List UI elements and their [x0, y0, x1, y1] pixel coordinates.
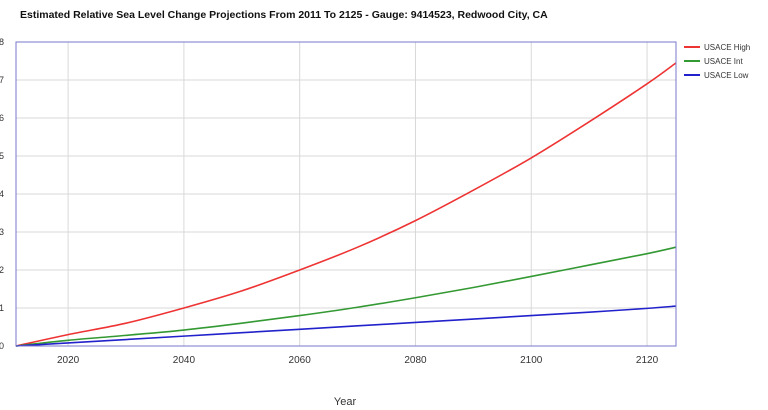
series-line-usace-int — [15, 246, 677, 347]
x-tick-label: 2080 — [404, 355, 427, 366]
y-tick-label: 5 — [0, 151, 4, 161]
plot-border — [15, 41, 677, 347]
chart-title: Estimated Relative Sea Level Change Proj… — [20, 9, 548, 21]
legend-label-usace-int: USACE Int — [704, 57, 743, 66]
legend-label-usace-high: USACE High — [704, 43, 750, 52]
y-tick-label: 1 — [0, 303, 4, 313]
x-tick-label: 2120 — [636, 355, 659, 366]
x-tick-label: 2020 — [57, 355, 80, 366]
series-line-usace-low — [15, 305, 677, 347]
y-tick-label: 0 — [0, 341, 4, 351]
y-tick-label: 3 — [0, 227, 4, 237]
x-axis-label: Year — [333, 396, 357, 408]
x-tick-label: 2100 — [520, 355, 543, 366]
axis-ticks: 0 1 2 3 4 5 6 7 8 2020 2040 2060 2080 2100 2120 — [0, 37, 659, 366]
chart-lines — [15, 62, 677, 347]
x-tick-label: 2060 — [289, 355, 312, 366]
x-tick-label: 2040 — [173, 355, 196, 366]
y-tick-label: 6 — [0, 113, 4, 123]
series-line-usace-high — [15, 62, 677, 347]
chart-legend: USACE High USACE Int USACE Low — [684, 43, 750, 80]
y-tick-label: 8 — [0, 37, 4, 47]
y-tick-label: 2 — [0, 265, 4, 275]
y-tick-label: 7 — [0, 75, 4, 85]
chart-grid — [16, 41, 676, 347]
legend-label-usace-low: USACE Low — [704, 71, 749, 80]
y-tick-label: 4 — [0, 189, 4, 199]
